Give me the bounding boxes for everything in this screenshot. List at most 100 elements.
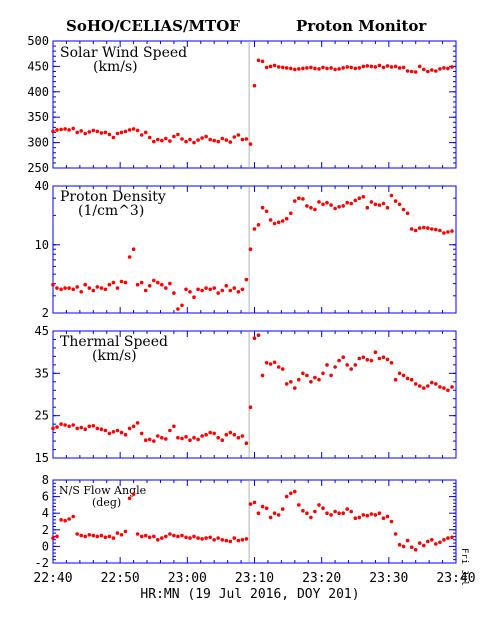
data-point (103, 535, 108, 540)
header-left-title: SoHO/CELIAS/MTOF (66, 17, 240, 35)
data-point (212, 538, 216, 542)
data-point (434, 69, 438, 73)
data-point (95, 426, 100, 431)
data-point (244, 441, 249, 446)
data-point (204, 286, 208, 290)
data-point (55, 425, 59, 429)
side-label: Fri Jul (459, 548, 469, 586)
data-point (409, 545, 414, 549)
data-point (301, 371, 305, 376)
data-point (220, 438, 225, 443)
data-point (135, 532, 140, 536)
panel-2: 2 10 40 Proton Density(1/cm^3) (35, 179, 457, 320)
data-point (248, 502, 253, 506)
data-point (284, 494, 289, 499)
y-tick-label: 40 (35, 179, 49, 193)
data-point (357, 515, 362, 520)
data-point (244, 137, 249, 141)
data-point (401, 207, 406, 212)
x-tick-label: 23:10 (235, 571, 274, 586)
data-point (325, 511, 329, 515)
data-point (309, 65, 313, 70)
data-point (208, 535, 212, 540)
y-tick-label: 35 (35, 366, 49, 380)
data-point (321, 65, 325, 70)
data-point (196, 536, 200, 540)
data-point (365, 64, 370, 68)
data-point (232, 536, 237, 540)
data-point (389, 361, 394, 365)
data-point (413, 547, 418, 552)
data-point (450, 535, 454, 540)
data-point (369, 64, 374, 69)
data-point (276, 365, 281, 369)
data-point (192, 435, 196, 440)
data-point (168, 281, 172, 286)
data-point (240, 287, 245, 292)
data-point (240, 137, 245, 142)
data-point (71, 126, 75, 131)
data-point (232, 286, 237, 290)
data-point (228, 539, 233, 544)
data-point (188, 438, 192, 443)
data-point (365, 513, 370, 518)
data-point (139, 534, 144, 539)
data-point (95, 129, 100, 134)
data-point (248, 142, 253, 146)
data-point (446, 66, 450, 71)
data-point (438, 385, 442, 389)
data-point (212, 431, 216, 436)
data-point (422, 225, 426, 230)
data-point (59, 287, 63, 292)
y-tick-label: 6 (42, 490, 49, 504)
data-point (333, 509, 337, 514)
data-point (180, 303, 184, 308)
data-point (264, 209, 269, 214)
data-point (405, 376, 410, 381)
data-point (139, 431, 144, 436)
data-point (83, 534, 87, 539)
data-point (99, 131, 104, 135)
data-point (289, 211, 293, 216)
data-point (252, 83, 257, 88)
data-point (156, 280, 160, 285)
data-point (83, 427, 87, 432)
data-point (349, 509, 354, 514)
data-point (361, 64, 366, 69)
data-point (422, 543, 426, 548)
data-point (426, 539, 430, 544)
data-point (95, 285, 100, 289)
data-point (143, 130, 148, 135)
data-point (345, 200, 350, 205)
data-point (397, 542, 402, 547)
data-point (119, 533, 124, 537)
data-point (329, 373, 333, 378)
data-point (297, 67, 301, 71)
data-point (220, 288, 225, 293)
data-point (123, 129, 128, 134)
data-point (252, 500, 257, 505)
data-point (236, 435, 241, 440)
data-point (377, 63, 382, 68)
data-point (143, 533, 148, 538)
data-point (373, 202, 378, 207)
data-point (87, 533, 92, 537)
data-point (123, 280, 128, 285)
data-point (317, 200, 321, 204)
data-point (369, 200, 374, 204)
data-point (446, 388, 450, 393)
data-point (127, 496, 132, 501)
data-point (264, 506, 269, 511)
data-point (147, 284, 152, 288)
data-point (317, 377, 321, 382)
data-point (212, 138, 216, 143)
x-tick-label: 23:20 (302, 571, 341, 586)
data-point (168, 532, 172, 536)
data-point (325, 363, 329, 367)
x-tick-label: 23:40 (436, 571, 475, 586)
data-point (434, 382, 438, 386)
y-tick-label: 450 (27, 59, 49, 73)
data-point (75, 285, 79, 289)
data-point (200, 434, 204, 438)
data-point (284, 216, 289, 221)
